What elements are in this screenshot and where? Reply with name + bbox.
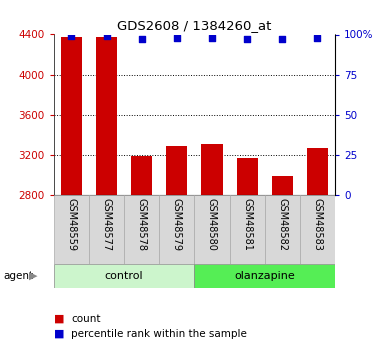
Bar [96, 37, 117, 345]
Title: GDS2608 / 1384260_at: GDS2608 / 1384260_at [117, 19, 271, 32]
Text: GSM48583: GSM48583 [312, 198, 322, 251]
Text: ■: ■ [54, 329, 64, 338]
Text: ■: ■ [54, 314, 64, 324]
Bar [272, 176, 293, 345]
Text: agent: agent [4, 271, 34, 281]
Bar [194, 195, 229, 264]
Text: count: count [71, 314, 101, 324]
Bar [89, 195, 124, 264]
Text: GSM48579: GSM48579 [172, 198, 182, 252]
Bar [201, 144, 223, 345]
Bar [61, 37, 82, 345]
Point [279, 37, 285, 42]
Text: percentile rank within the sample: percentile rank within the sample [71, 329, 247, 338]
Bar [54, 264, 194, 288]
Text: GSM48582: GSM48582 [277, 198, 287, 252]
Point [104, 33, 110, 39]
Bar [131, 156, 152, 345]
Text: GSM48580: GSM48580 [207, 198, 217, 251]
Point [209, 35, 215, 40]
Point [244, 37, 250, 42]
Bar [307, 148, 328, 345]
Bar [236, 158, 258, 345]
Text: GSM48559: GSM48559 [67, 198, 77, 252]
Text: GSM48577: GSM48577 [102, 198, 112, 252]
Text: GSM48578: GSM48578 [137, 198, 147, 252]
Point [139, 37, 145, 42]
Bar [166, 146, 187, 345]
Bar [54, 195, 89, 264]
Point [69, 33, 75, 39]
Point [174, 35, 180, 40]
Bar [229, 195, 265, 264]
Point [314, 35, 320, 40]
Text: GSM48581: GSM48581 [242, 198, 252, 251]
Bar [300, 195, 335, 264]
Text: olanzapine: olanzapine [234, 271, 295, 281]
Text: control: control [105, 271, 144, 281]
Bar [264, 195, 300, 264]
Bar [159, 195, 194, 264]
Text: ▶: ▶ [29, 271, 37, 281]
Bar [124, 195, 159, 264]
Bar [194, 264, 335, 288]
